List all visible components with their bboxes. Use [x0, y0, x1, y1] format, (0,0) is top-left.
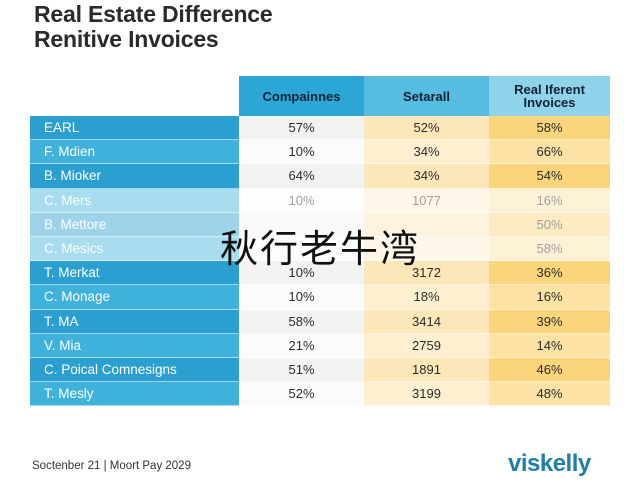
row-value-col-2: 34%	[364, 164, 489, 189]
table-header: Compainnes Setarall Real Iferent Invoice…	[30, 76, 610, 116]
row-value-col-2	[364, 236, 489, 262]
row-value-col-3: 58%	[489, 236, 610, 262]
row-value-col-1: 10%	[239, 188, 364, 213]
chart-title: Real Estate Difference Renitive Invoices	[34, 2, 594, 52]
row-value-col-3: 14%	[489, 333, 610, 358]
table-row: C. Mesics 58%	[30, 236, 610, 262]
table-row: T. Mesly 52% 3199 48%	[30, 382, 610, 407]
row-label: C. Monage	[30, 285, 239, 310]
title-line-1: Real Estate Difference	[34, 1, 273, 27]
watermark-text: 秋行老牛湾	[219, 227, 420, 271]
header-invoices: Real Iferent Invoices	[489, 76, 610, 116]
row-value-col-3: 16%	[489, 188, 610, 213]
row-label: EARL	[30, 116, 239, 141]
row-label: C. Mesics	[30, 236, 239, 262]
row-label: T. Mesly	[30, 382, 239, 407]
row-label: B. Mioker	[30, 164, 239, 189]
row-value-col-3: 66%	[489, 140, 610, 165]
row-value-col-3: 39%	[489, 309, 610, 334]
footer-date: Soctenber 21 | Moort Pay 2029	[32, 460, 191, 472]
row-value-col-1: 10%	[239, 140, 364, 165]
header-companies: Compainnes	[239, 76, 364, 116]
table-row: EARL 57% 52% 58%	[30, 116, 610, 141]
table-row: V. Mia 21% 2759 14%	[30, 333, 610, 358]
row-value-col-2: 1077	[364, 188, 489, 213]
row-label: F. Mdien	[30, 140, 239, 165]
table-row: C. Poical Comnesigns 51% 1891 46%	[30, 357, 610, 383]
row-label: T. Merkat	[30, 261, 239, 286]
row-value-col-3: 54%	[489, 164, 610, 189]
row-value-col-3: 36%	[489, 261, 610, 286]
row-value-col-1: 58%	[239, 309, 364, 334]
brand-logo: viskelly	[508, 450, 591, 477]
row-value-col-1: 51%	[239, 357, 364, 383]
row-value-col-1: 64%	[239, 164, 364, 189]
row-value-col-2: 52%	[364, 116, 489, 141]
row-label: C. Poical Comnesigns	[30, 357, 239, 383]
table-row: C. Mers 10% 1077 16%	[30, 188, 610, 213]
table-row: B. Mioker 64% 34% 54%	[30, 164, 610, 189]
row-value-col-2: 2759	[364, 333, 489, 358]
row-value-col-3: 46%	[489, 357, 610, 383]
row-value-col-2	[364, 212, 489, 237]
row-value-col-2: 1891	[364, 357, 489, 383]
row-value-col-1	[239, 236, 364, 262]
table-row: T. MA 58% 3414 39%	[30, 309, 610, 334]
row-label: T. MA	[30, 309, 239, 334]
brand-tagline-marks	[510, 474, 610, 480]
row-value-col-3: 50%	[489, 212, 610, 237]
row-value-col-3: 16%	[489, 285, 610, 310]
row-value-col-2: 34%	[364, 140, 489, 165]
row-value-col-3: 48%	[489, 382, 610, 407]
title-line-2: Renitive Invoices	[34, 26, 219, 52]
row-label: B. Mettore	[30, 212, 239, 237]
row-value-col-1: 10%	[239, 261, 364, 286]
header-setarall: Setarall	[364, 76, 489, 116]
table-row: B. Mettore 50%	[30, 212, 610, 237]
table-row: F. Mdien 10% 34% 66%	[30, 140, 610, 165]
row-value-col-1: 52%	[239, 382, 364, 407]
row-value-col-3: 58%	[489, 116, 610, 141]
row-value-col-1	[239, 212, 364, 237]
header-name-blank	[30, 76, 239, 116]
table-row: T. Merkat 10% 3172 36%	[30, 261, 610, 286]
row-label: V. Mia	[30, 333, 239, 358]
row-value-col-2: 18%	[364, 285, 489, 310]
table-row: C. Monage 10% 18% 16%	[30, 285, 610, 310]
row-value-col-2: 3414	[364, 309, 489, 334]
row-label: C. Mers	[30, 188, 239, 213]
row-value-col-2: 3199	[364, 382, 489, 407]
row-value-col-2: 3172	[364, 261, 489, 286]
table-body: EARL 57% 52% 58% F. Mdien 10% 34% 66% B. Mioker 6…	[30, 116, 610, 407]
row-value-col-1: 10%	[239, 285, 364, 310]
data-table: Compainnes Setarall Real Iferent Invoice…	[30, 76, 610, 407]
row-value-col-1: 57%	[239, 116, 364, 141]
row-value-col-1: 21%	[239, 333, 364, 358]
